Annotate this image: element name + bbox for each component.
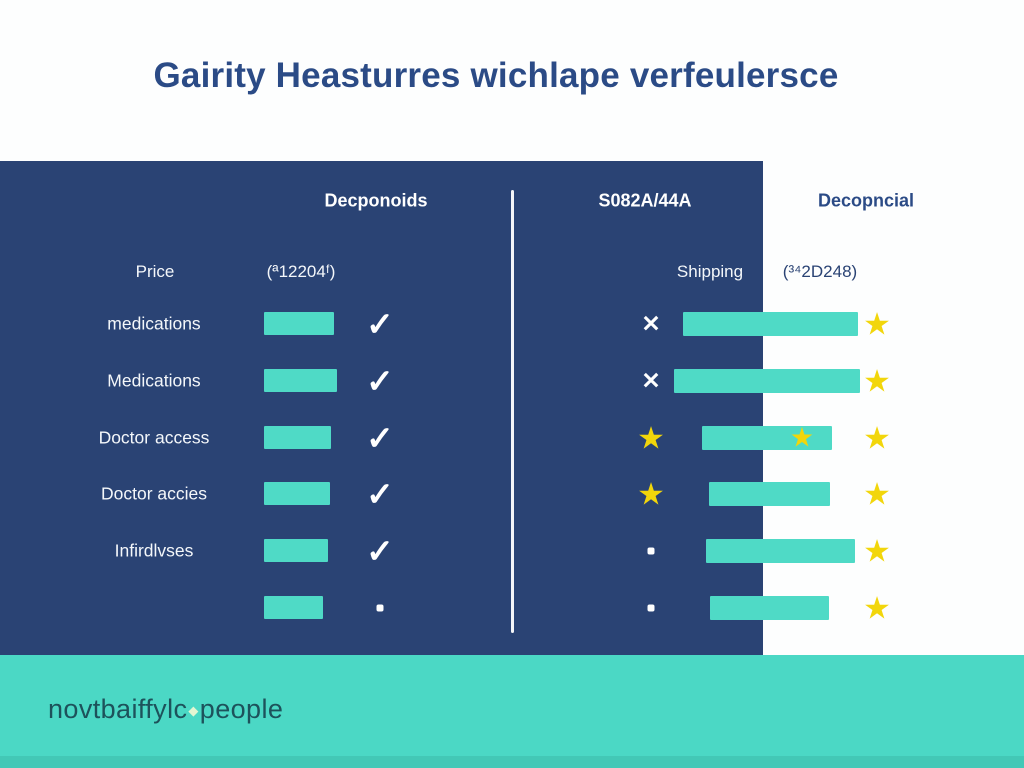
star-icon: ★: [863, 590, 891, 626]
x-icon: ✕: [641, 310, 661, 337]
dot-icon: [647, 547, 655, 555]
right-bar: [674, 369, 860, 393]
right-bar: [683, 312, 858, 336]
dot-icon: [647, 604, 655, 612]
price-row-value-left: (ª12204ᶠ): [266, 262, 336, 281]
brand-logo: novtbaiffylc ◆ people: [48, 694, 283, 725]
check-icon: ✓: [366, 475, 394, 513]
row-label: Infirdlvses: [114, 540, 194, 561]
star-icon: ★: [863, 420, 891, 456]
star-icon: ★: [863, 533, 891, 569]
left-bar: [264, 482, 330, 505]
star-icon: ★: [789, 422, 815, 453]
right-bar: [702, 426, 832, 450]
footer-bottom-strip: [0, 756, 1024, 768]
left-bar: [264, 369, 337, 392]
brand-text-left: novtbaiffylc: [48, 694, 188, 724]
diamond-icon: ◆: [188, 703, 199, 718]
check-icon: ✓: [366, 305, 394, 343]
check-icon: ✓: [366, 532, 394, 570]
star-icon: ★: [863, 476, 891, 512]
left-bar: [264, 596, 323, 619]
star-icon: ★: [863, 363, 891, 399]
row-label: medications: [107, 313, 201, 334]
column-header-2: S082A/44A: [598, 190, 692, 211]
comparison-panel: [0, 161, 763, 655]
left-bar: [264, 426, 331, 449]
price-row-label: Price: [135, 262, 175, 281]
check-icon: ✓: [366, 362, 394, 400]
dot-icon: [376, 604, 384, 612]
page-title: Gairity Heasturres wichlape verfeulersce: [153, 56, 839, 95]
star-icon: ★: [637, 476, 665, 512]
right-bar: [710, 596, 829, 620]
x-icon: ✕: [641, 367, 661, 394]
star-icon: ★: [637, 420, 665, 456]
column-header-3: Decopncial: [817, 190, 915, 211]
footer-band: [0, 655, 1024, 768]
shipping-label: Shipping: [676, 262, 744, 281]
row-label: Medications: [107, 370, 201, 391]
shipping-value: (³⁴2D248): [782, 262, 858, 281]
right-bar: [709, 482, 830, 506]
check-icon: ✓: [366, 419, 394, 457]
left-bar: [264, 539, 328, 562]
column-divider: [511, 190, 514, 633]
right-bar: [706, 539, 855, 563]
brand-text-right: people: [199, 694, 284, 724]
column-header-1: Decponoids: [324, 190, 428, 211]
row-label: Doctor accies: [100, 483, 208, 504]
star-icon: ★: [863, 306, 891, 342]
left-bar: [264, 312, 334, 335]
row-label: Doctor access: [98, 427, 210, 448]
